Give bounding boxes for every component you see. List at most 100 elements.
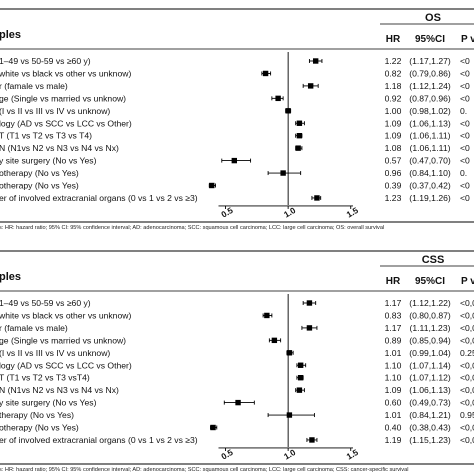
- hr-point: [309, 437, 315, 443]
- ci-value: (1.06,1.11): [410, 131, 451, 141]
- hr-point: [262, 70, 269, 77]
- p-value: 0.: [460, 168, 467, 178]
- hr-value: 0.57: [385, 156, 402, 166]
- ci-value: (0.79,0.86): [409, 68, 451, 78]
- hr-value: 1.10: [385, 360, 402, 370]
- ci-value: (0.98,1.02): [409, 106, 451, 116]
- p-value: <0: [460, 93, 470, 103]
- hr-point: [296, 133, 303, 139]
- ci-value: (1.12,1.22): [409, 298, 451, 308]
- hr-value: 1.09: [385, 131, 402, 141]
- hr-point: [307, 83, 314, 89]
- p-value: <0,0: [460, 385, 474, 395]
- hr-value: 1.09: [385, 118, 402, 128]
- ci-value: (1.12,1.24): [409, 81, 451, 91]
- row-label: logy (AD vs SCC vs LCC vs Other): [0, 360, 132, 370]
- hr-value: 0.60: [385, 398, 402, 408]
- x-tick-label: 0.5: [219, 205, 234, 220]
- p-value: 0.95: [460, 410, 474, 420]
- hr-point: [271, 337, 278, 344]
- footnote: s: HR: hazard ratio; 95% CI: 95% confide…: [0, 225, 384, 231]
- ci-value: (0.80,0.87): [409, 310, 451, 320]
- row-label: y site surgery (No vs Yes): [0, 398, 97, 408]
- hr-point: [209, 182, 215, 189]
- hr-value: 1.17: [385, 298, 402, 308]
- p-value: <0,0: [460, 310, 474, 320]
- p-value: <0: [460, 81, 470, 91]
- hr-value: 0.39: [385, 181, 402, 191]
- ci-value: (0.85,0.94): [409, 335, 451, 345]
- p-value: <0: [460, 156, 470, 166]
- row-label: white vs black vs other vs unknow): [0, 310, 131, 320]
- ci-value: (0.38,0.43): [409, 423, 451, 433]
- ci-value: (0.84,1.10): [409, 168, 451, 178]
- x-tick-label: 1.0: [282, 447, 297, 462]
- hr-point: [275, 95, 281, 102]
- hr-point: [264, 312, 270, 319]
- hr-value: 1.01: [385, 348, 402, 358]
- ci-value: (1.11,1.23): [410, 323, 451, 333]
- p-value: <0,0: [460, 398, 474, 408]
- hr-point: [314, 195, 320, 201]
- p-value: <0: [460, 131, 470, 141]
- row-label: N (N1vs N2 vs N3 vs N4 vs Nx): [0, 385, 119, 395]
- ci-value: (1.19,1.26): [409, 193, 451, 203]
- ci-value: (0.87,0.96): [409, 93, 451, 103]
- hr-value: 1.01: [385, 410, 402, 420]
- p-value: <0,0: [460, 298, 474, 308]
- ci-value: (1.17,1.27): [409, 56, 451, 66]
- hr-point: [297, 375, 304, 381]
- hr-value: 1.23: [385, 193, 402, 203]
- hr-point: [285, 108, 291, 114]
- hr-value: 0.96: [385, 168, 402, 178]
- hr-point: [231, 157, 238, 164]
- row-label: white vs black vs other vs unknow): [0, 68, 131, 78]
- row-label: therapy (No vs Yes): [0, 410, 74, 420]
- row-label: 1–49 vs 50-59 vs ≥60 y): [0, 298, 91, 308]
- hr-value: 0.40: [385, 423, 402, 433]
- ci-value: (0.47,0.70): [409, 156, 451, 166]
- panel-header: CSS: [422, 254, 445, 266]
- row-label: (I vs II vs III vs IV vs unknow): [0, 106, 110, 116]
- panel-header: OS: [425, 12, 441, 24]
- hr-value: 1.17: [385, 323, 402, 333]
- hr-value: 1.10: [385, 373, 402, 383]
- p-value: <0: [460, 143, 470, 153]
- p-column-header: P v: [461, 34, 474, 45]
- hr-value: 0.89: [385, 335, 402, 345]
- x-tick-label: 1.5: [345, 205, 360, 220]
- row-label: (I vs II vs III vs IV vs unknow): [0, 348, 110, 358]
- x-tick-label: 1.5: [345, 447, 360, 462]
- hr-value: 1.22: [385, 56, 402, 66]
- p-column-header: P va: [461, 276, 474, 287]
- row-label: ge (Single vs married vs unknow): [0, 93, 126, 103]
- row-label: T (T1 vs T2 vs T3 vs T4): [0, 131, 92, 141]
- ci-value: (0.49,0.73): [409, 398, 451, 408]
- p-value: <0: [460, 118, 470, 128]
- hr-point: [312, 58, 319, 64]
- hr-value: 1.09: [385, 385, 402, 395]
- p-value: <0: [460, 193, 470, 203]
- hr-value: 1.00: [385, 106, 402, 116]
- p-value: 0.: [460, 106, 467, 116]
- footnote: s: HR: hazard ratio; 95% CI: 95% confide…: [0, 467, 408, 473]
- row-label: 1–49 vs 50-59 vs ≥60 y): [0, 56, 91, 66]
- row-label: otherapy (No vs Yes): [0, 423, 79, 433]
- hr-point: [306, 300, 313, 306]
- x-tick-label: 1.0: [282, 205, 297, 220]
- hr-point: [280, 170, 286, 176]
- row-label: er of involved extracranial organs (0 vs…: [0, 435, 198, 445]
- hr-column-header: HR: [386, 276, 401, 287]
- row-label: r (famale vs male): [0, 323, 68, 333]
- hr-point: [286, 350, 293, 356]
- ci-value: (1.06,1.13): [409, 118, 451, 128]
- p-value: <0: [460, 181, 470, 191]
- ci-value: (0.37,0.42): [409, 181, 451, 191]
- ci-value: (0.84,1.21): [409, 410, 451, 420]
- variable-column-header: ples: [0, 271, 21, 283]
- row-label: r (famale vs male): [0, 81, 68, 91]
- ci-value: (1.15,1.23): [409, 435, 451, 445]
- p-value: <0,0: [460, 335, 474, 345]
- p-value: <0,0: [460, 323, 474, 333]
- p-value: 0.25: [460, 348, 474, 358]
